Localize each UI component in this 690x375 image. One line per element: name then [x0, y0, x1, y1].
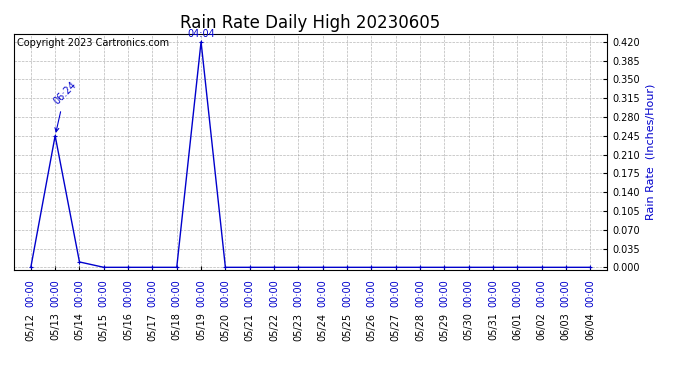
Text: 00:00: 00:00 — [561, 279, 571, 307]
Text: 00:00: 00:00 — [148, 279, 157, 307]
Text: 06/02: 06/02 — [537, 312, 546, 340]
Y-axis label: Rain Rate  (Inches/Hour): Rain Rate (Inches/Hour) — [645, 84, 656, 220]
Text: 00:00: 00:00 — [26, 279, 36, 307]
Text: Copyright 2023 Cartronics.com: Copyright 2023 Cartronics.com — [17, 39, 169, 48]
Text: 05/16: 05/16 — [123, 312, 133, 340]
Text: 00:00: 00:00 — [366, 279, 376, 307]
Text: 05/26: 05/26 — [366, 312, 376, 340]
Text: 00:00: 00:00 — [75, 279, 84, 307]
Text: 05/21: 05/21 — [245, 312, 255, 340]
Text: 00:00: 00:00 — [415, 279, 425, 307]
Text: 00:00: 00:00 — [440, 279, 449, 307]
Text: 05/31: 05/31 — [488, 312, 498, 340]
Text: 05/25: 05/25 — [342, 312, 352, 340]
Text: 06/03: 06/03 — [561, 312, 571, 340]
Text: 00:00: 00:00 — [220, 279, 230, 307]
Text: 05/23: 05/23 — [293, 312, 304, 340]
Text: 00:00: 00:00 — [269, 279, 279, 307]
Text: 05/27: 05/27 — [391, 312, 401, 340]
Text: 05/29: 05/29 — [440, 312, 449, 340]
Text: 00:00: 00:00 — [172, 279, 181, 307]
Text: 00:00: 00:00 — [99, 279, 109, 307]
Text: 05/14: 05/14 — [75, 312, 84, 340]
Text: 05/17: 05/17 — [148, 312, 157, 340]
Text: 00:00: 00:00 — [50, 279, 60, 307]
Text: 00:00: 00:00 — [585, 279, 595, 307]
Text: 05/15: 05/15 — [99, 312, 109, 340]
Title: Rain Rate Daily High 20230605: Rain Rate Daily High 20230605 — [180, 14, 441, 32]
Text: 00:00: 00:00 — [537, 279, 546, 307]
Text: 06/04: 06/04 — [585, 312, 595, 340]
Text: 00:00: 00:00 — [342, 279, 352, 307]
Text: 05/28: 05/28 — [415, 312, 425, 340]
Text: 04:04: 04:04 — [187, 28, 215, 39]
Text: 00:00: 00:00 — [293, 279, 304, 307]
Text: 00:00: 00:00 — [196, 279, 206, 307]
Text: 00:00: 00:00 — [488, 279, 498, 307]
Text: 00:00: 00:00 — [123, 279, 133, 307]
Text: 05/20: 05/20 — [220, 312, 230, 340]
Text: 05/13: 05/13 — [50, 312, 60, 340]
Text: 00:00: 00:00 — [317, 279, 328, 307]
Text: 00:00: 00:00 — [464, 279, 473, 307]
Text: 06/01: 06/01 — [512, 312, 522, 340]
Text: 05/18: 05/18 — [172, 312, 181, 340]
Text: 00:00: 00:00 — [245, 279, 255, 307]
Text: 05/24: 05/24 — [317, 312, 328, 340]
Text: 05/19: 05/19 — [196, 312, 206, 340]
Text: 00:00: 00:00 — [391, 279, 401, 307]
Text: 05/12: 05/12 — [26, 312, 36, 340]
Text: 05/30: 05/30 — [464, 312, 473, 340]
Text: 00:00: 00:00 — [512, 279, 522, 307]
Text: 05/22: 05/22 — [269, 312, 279, 340]
Text: 06:24: 06:24 — [52, 80, 78, 132]
